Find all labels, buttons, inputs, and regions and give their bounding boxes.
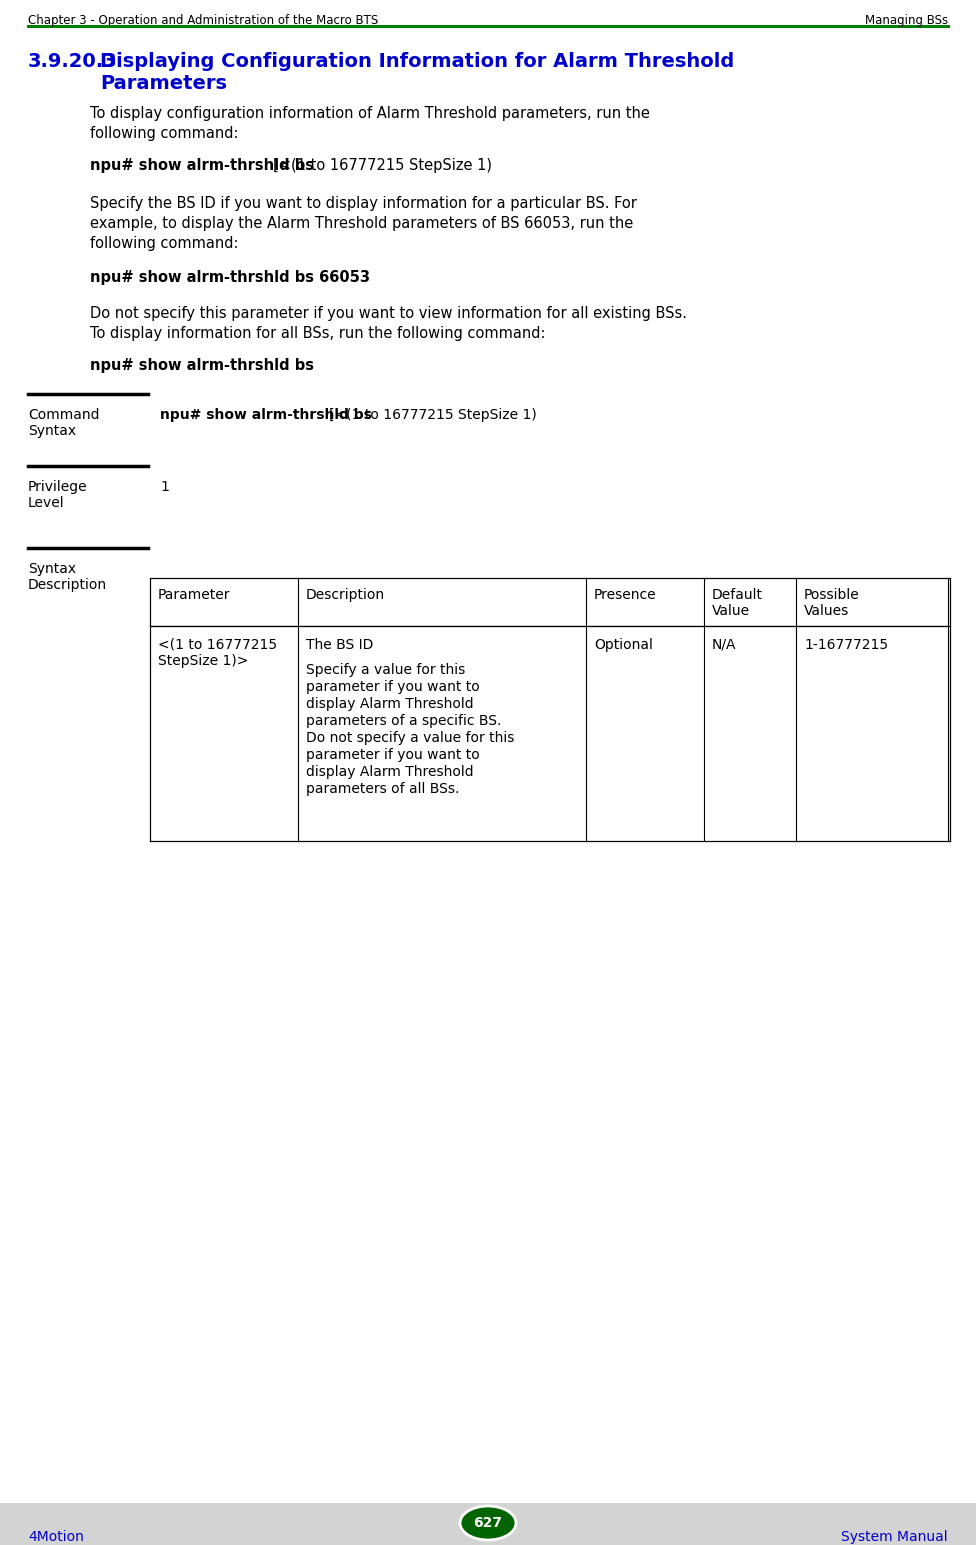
Text: example, to display the Alarm Threshold parameters of BS 66053, run the: example, to display the Alarm Threshold …: [90, 216, 633, 232]
Text: 627: 627: [473, 1516, 503, 1530]
Text: StepSize 1)>: StepSize 1)>: [158, 654, 248, 667]
Text: Value: Value: [712, 604, 751, 618]
Bar: [0, 1503, 976, 1545]
Text: npu# show alrm-thrshld bs 66053: npu# show alrm-thrshld bs 66053: [90, 270, 370, 284]
Text: parameters of a specific BS.: parameters of a specific BS.: [306, 714, 502, 728]
Text: Presence: Presence: [594, 589, 657, 603]
Text: Command
Syntax: Command Syntax: [28, 408, 100, 439]
Text: To display information for all BSs, run the following command:: To display information for all BSs, run …: [90, 326, 546, 341]
Text: Specify a value for this: Specify a value for this: [306, 663, 466, 677]
Text: <(1 to 16777215: <(1 to 16777215: [158, 638, 277, 652]
Text: Specify the BS ID if you want to display information for a particular BS. For: Specify the BS ID if you want to display…: [90, 196, 637, 212]
Text: Default: Default: [712, 589, 763, 603]
Bar: [150, 626, 950, 840]
Text: [<(1 to 16777215 StepSize 1): [<(1 to 16777215 StepSize 1): [329, 408, 537, 422]
Text: display Alarm Threshold: display Alarm Threshold: [306, 697, 473, 711]
Text: Possible: Possible: [804, 589, 860, 603]
Text: parameter if you want to: parameter if you want to: [306, 748, 480, 762]
Bar: [150, 578, 950, 626]
Text: npu# show alrm-thrshld bs: npu# show alrm-thrshld bs: [160, 408, 377, 422]
Text: To display configuration information of Alarm Threshold parameters, run the: To display configuration information of …: [90, 107, 650, 121]
Text: Displaying Configuration Information for Alarm Threshold: Displaying Configuration Information for…: [100, 53, 734, 71]
Text: System Manual: System Manual: [841, 1530, 948, 1543]
Text: Optional: Optional: [594, 638, 653, 652]
Text: Privilege
Level: Privilege Level: [28, 480, 88, 510]
Text: npu# show alrm-thrshld bs: npu# show alrm-thrshld bs: [90, 358, 314, 372]
Text: parameters of all BSs.: parameters of all BSs.: [306, 782, 460, 796]
Text: The BS ID: The BS ID: [306, 638, 374, 652]
Text: Syntax
Description: Syntax Description: [28, 562, 107, 592]
Text: Do not specify this parameter if you want to view information for all existing B: Do not specify this parameter if you wan…: [90, 306, 687, 321]
Text: Values: Values: [804, 604, 849, 618]
Text: Managing BSs: Managing BSs: [865, 14, 948, 26]
Text: following command:: following command:: [90, 236, 238, 250]
Text: following command:: following command:: [90, 127, 238, 141]
Text: parameter if you want to: parameter if you want to: [306, 680, 480, 694]
Text: 4Motion: 4Motion: [28, 1530, 84, 1543]
Text: 3.9.20.3: 3.9.20.3: [28, 53, 118, 71]
Text: Parameters: Parameters: [100, 74, 227, 93]
Text: [<(1 to 16777215 StepSize 1): [<(1 to 16777215 StepSize 1): [273, 158, 492, 173]
Text: N/A: N/A: [712, 638, 737, 652]
Ellipse shape: [460, 1506, 516, 1540]
Text: Do not specify a value for this: Do not specify a value for this: [306, 731, 514, 745]
Text: npu# show alrm-thrshld bs: npu# show alrm-thrshld bs: [90, 158, 319, 173]
Text: Parameter: Parameter: [158, 589, 230, 603]
Text: 1-16777215: 1-16777215: [804, 638, 888, 652]
Text: Chapter 3 - Operation and Administration of the Macro BTS: Chapter 3 - Operation and Administration…: [28, 14, 379, 26]
Text: display Alarm Threshold: display Alarm Threshold: [306, 765, 473, 779]
Text: Description: Description: [306, 589, 386, 603]
Text: 1: 1: [160, 480, 169, 494]
